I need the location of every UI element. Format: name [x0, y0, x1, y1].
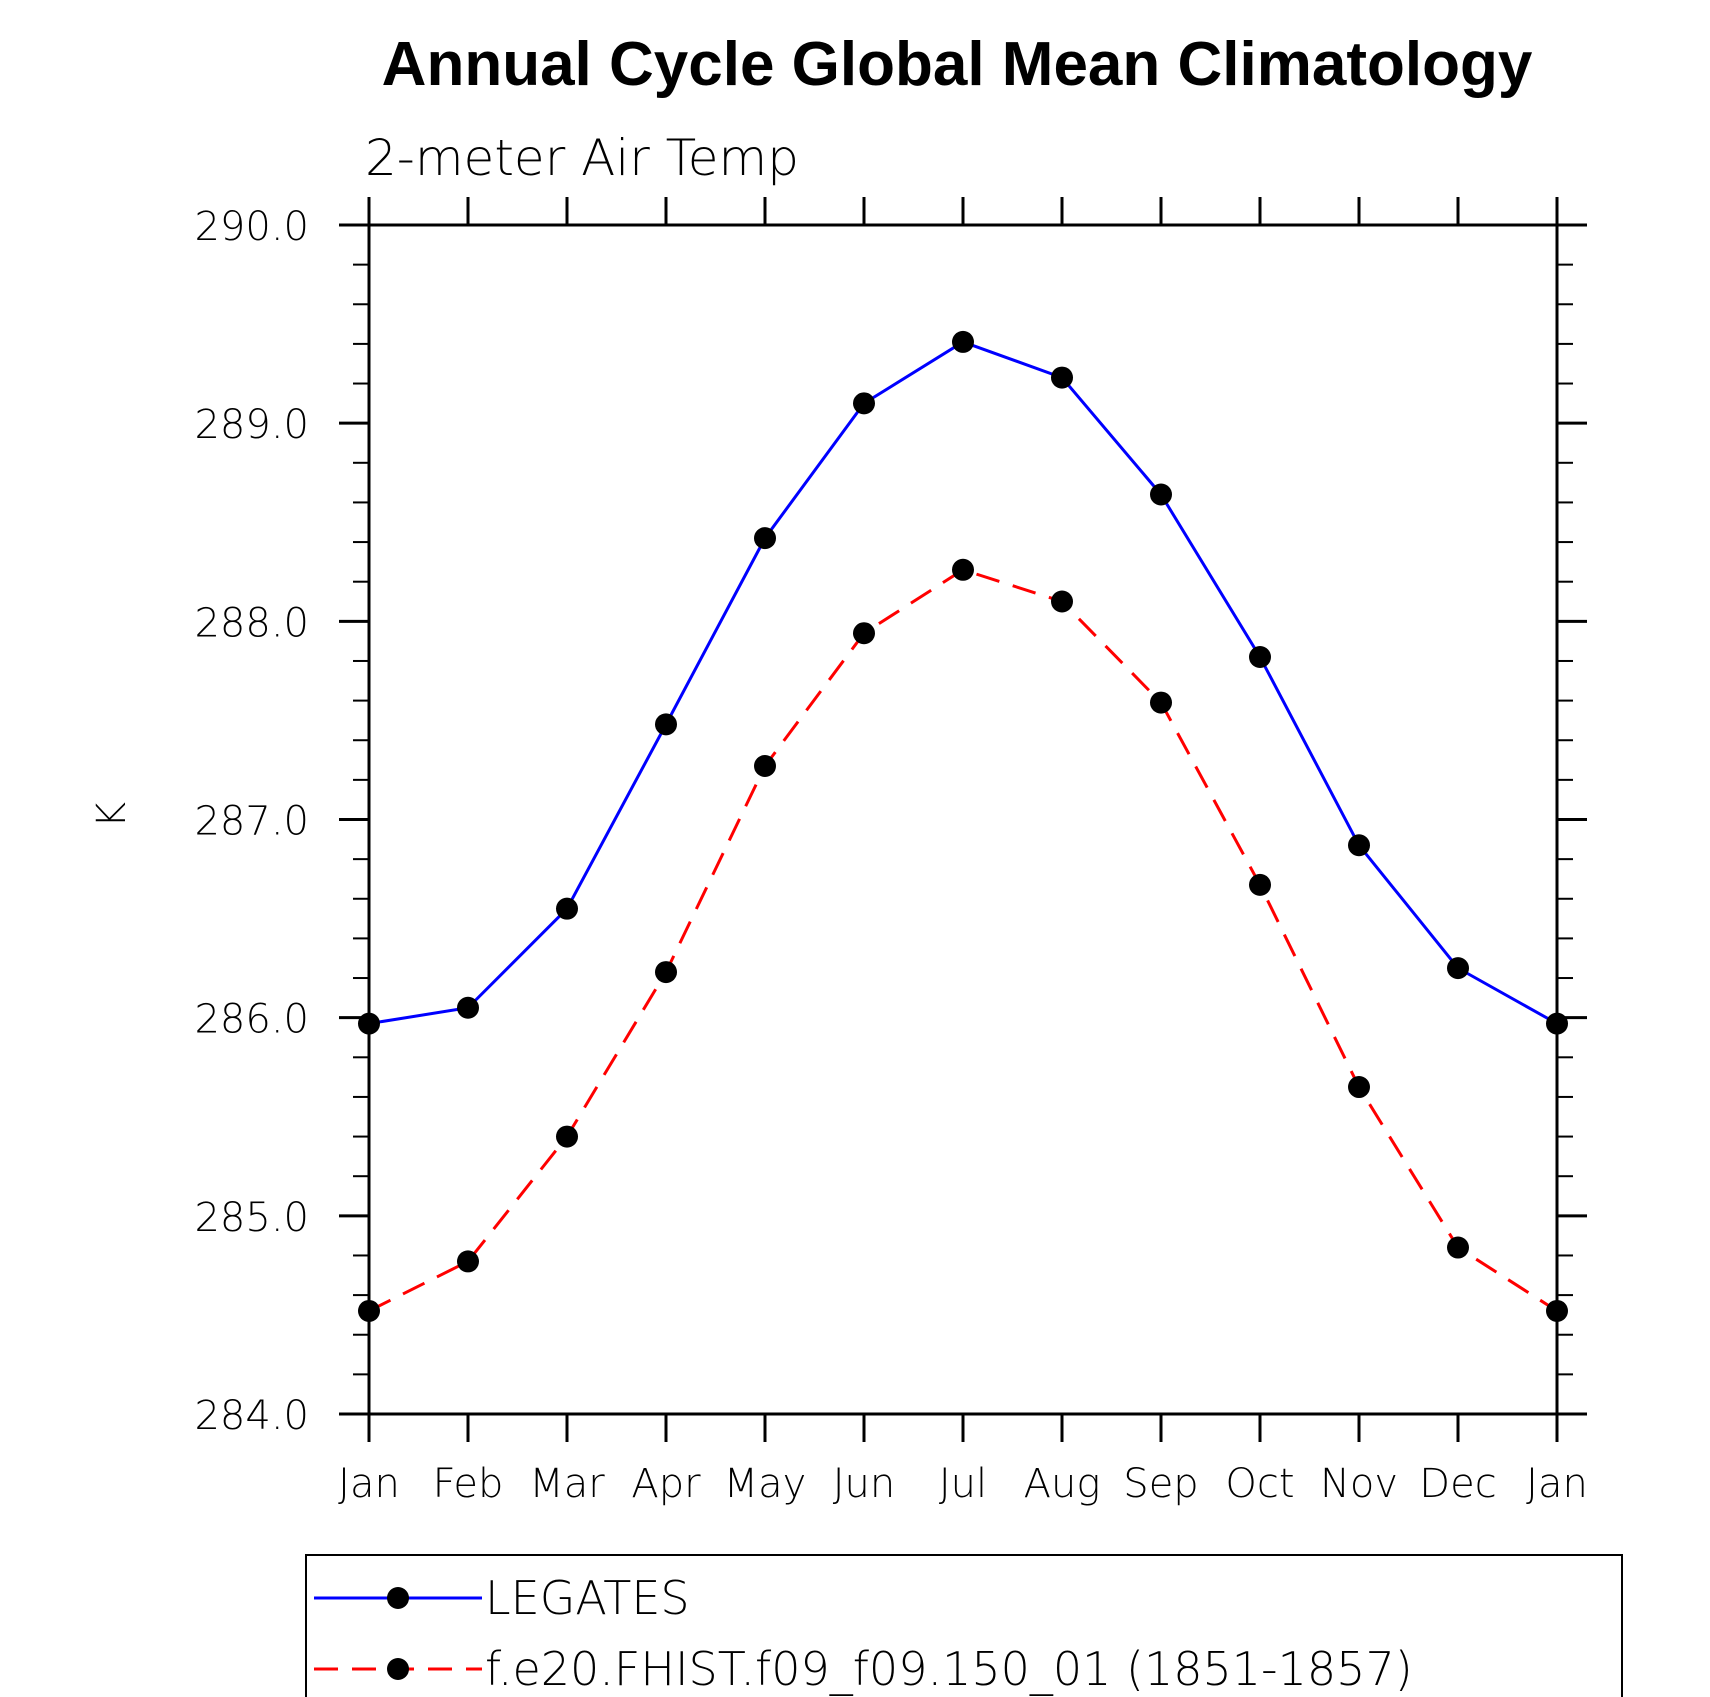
data-point: [1051, 366, 1073, 389]
axis-ticks: [339, 197, 1587, 1442]
data-point: [358, 1299, 380, 1322]
legend-label: LEGATES: [485, 1571, 690, 1625]
data-point: [457, 1250, 479, 1273]
x-tick-label: Aug: [1024, 1461, 1101, 1507]
data-point: [1348, 834, 1370, 857]
data-point: [952, 558, 974, 581]
series-line: [368, 340, 1558, 1026]
data-point: [853, 392, 875, 415]
data-point: [556, 1125, 578, 1148]
legend-marker: [387, 1658, 409, 1680]
y-tick-label: 285.0: [194, 1195, 309, 1241]
x-tick-label: Sep: [1123, 1461, 1198, 1507]
x-tick-labels: Jan Feb Mar Apr May Jun Jul Aug Sep Oct Nov Dec Jan: [338, 1461, 1588, 1507]
data-point: [1447, 957, 1469, 980]
y-tick-label: 287.0: [194, 799, 309, 845]
series-0: [358, 330, 1568, 1035]
x-tick-label: Mar: [529, 1461, 605, 1507]
legend-box: [305, 1554, 1623, 1697]
data-point: [1150, 483, 1172, 506]
series-1: [358, 558, 1568, 1322]
y-tick-label: 289.0: [194, 402, 309, 448]
data-point: [457, 996, 479, 1019]
chart-title: Annual Cycle Global Mean Climatology: [382, 30, 1533, 99]
plot-frame: [367, 223, 1559, 1416]
data-point: [1051, 590, 1073, 613]
data-point: [1348, 1076, 1370, 1099]
data-point: [1150, 691, 1172, 714]
data-point: [1546, 1012, 1568, 1035]
data-point: [655, 961, 677, 984]
x-tick-label: Nov: [1320, 1461, 1398, 1507]
y-tick-label: 288.0: [194, 600, 309, 646]
x-tick-label: Jul: [939, 1461, 987, 1507]
legend: LEGATES f.e20.FHIST.f09_f09.150_01 (1851-…: [305, 1554, 1623, 1697]
y-tick-label: 290.0: [194, 204, 309, 250]
data-point: [1447, 1236, 1469, 1259]
x-tick-label: Oct: [1225, 1461, 1294, 1507]
chart-subtitle: 2-meter Air Temp: [365, 129, 799, 187]
legend-label: f.e20.FHIST.f09_f09.150_01 (1851-1857): [485, 1642, 1413, 1696]
x-tick-label: Jan: [1526, 1461, 1588, 1507]
data-point: [754, 527, 776, 550]
series-line: [368, 568, 1558, 1313]
plot-border: [367, 223, 1559, 1416]
data-point: [952, 330, 974, 353]
data-point: [754, 754, 776, 777]
legend-marker: [387, 1587, 409, 1609]
data-point: [1249, 873, 1271, 896]
y-tick-label: 284.0: [194, 1393, 309, 1439]
y-tick-label: 286.0: [194, 997, 309, 1043]
x-tick-label: Feb: [433, 1461, 504, 1507]
y-axis-label: K: [89, 802, 135, 828]
x-tick-label: Jun: [833, 1461, 896, 1507]
data-point: [655, 713, 677, 736]
x-tick-label: Apr: [631, 1461, 701, 1507]
data-point: [358, 1012, 380, 1035]
x-tick-label: May: [724, 1461, 807, 1507]
data-point: [853, 622, 875, 645]
data-point: [1249, 646, 1271, 669]
y-tick-labels: 284.0 285.0 286.0 287.0 288.0 289.0 290.0: [194, 204, 309, 1439]
data-point: [1546, 1299, 1568, 1322]
x-tick-label: Jan: [338, 1461, 400, 1507]
x-tick-label: Dec: [1419, 1461, 1496, 1507]
data-point: [556, 897, 578, 920]
series-layer: [358, 330, 1568, 1322]
